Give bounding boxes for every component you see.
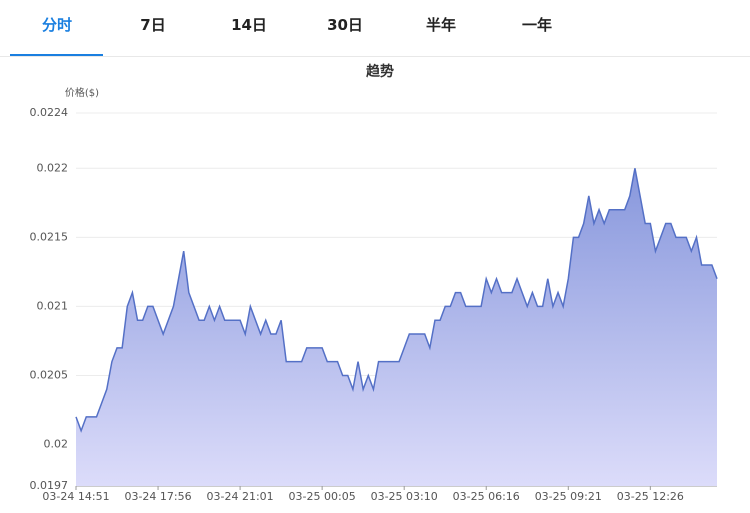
y-tick-label: 0.0215 bbox=[30, 230, 69, 243]
x-tick-label: 03-25 03:10 bbox=[371, 490, 438, 503]
y-tick-label: 0.0205 bbox=[30, 368, 69, 381]
y-tick-label: 0.022 bbox=[37, 161, 69, 174]
y-tick-label: 0.0197 bbox=[30, 479, 69, 492]
chart-title: 趋势 bbox=[366, 63, 394, 80]
price-line bbox=[75, 168, 718, 433]
area-fill bbox=[76, 168, 717, 486]
tab[interactable]: 14日 bbox=[231, 16, 267, 34]
x-tick-label: 03-24 17:56 bbox=[124, 490, 191, 503]
x-tick-label: 03-24 21:01 bbox=[207, 490, 274, 503]
active-indicator bbox=[10, 54, 103, 56]
tab[interactable]: 一年 bbox=[521, 16, 552, 34]
y-tick-label: 0.0224 bbox=[30, 106, 69, 119]
x-tick-label: 03-24 14:51 bbox=[42, 490, 109, 503]
tab[interactable]: 半年 bbox=[425, 16, 456, 34]
tab[interactable]: 7日 bbox=[140, 16, 166, 34]
tab-bar: 分时 7日 14日 30日 半年 一年 bbox=[0, 0, 750, 57]
y-tick-label: 0.02 bbox=[44, 438, 69, 451]
y-tick-label: 0.021 bbox=[37, 299, 69, 312]
tab[interactable]: 30日 bbox=[327, 16, 363, 34]
y-axis-label: 价格($) bbox=[65, 86, 99, 99]
x-tick-label: 03-25 00:05 bbox=[289, 490, 356, 503]
tab[interactable]: 分时 bbox=[41, 16, 72, 34]
x-tick-label: 03-25 09:21 bbox=[535, 490, 602, 503]
x-tick-label: 03-25 12:26 bbox=[617, 490, 684, 503]
x-tick-label: 03-25 06:16 bbox=[453, 490, 520, 503]
